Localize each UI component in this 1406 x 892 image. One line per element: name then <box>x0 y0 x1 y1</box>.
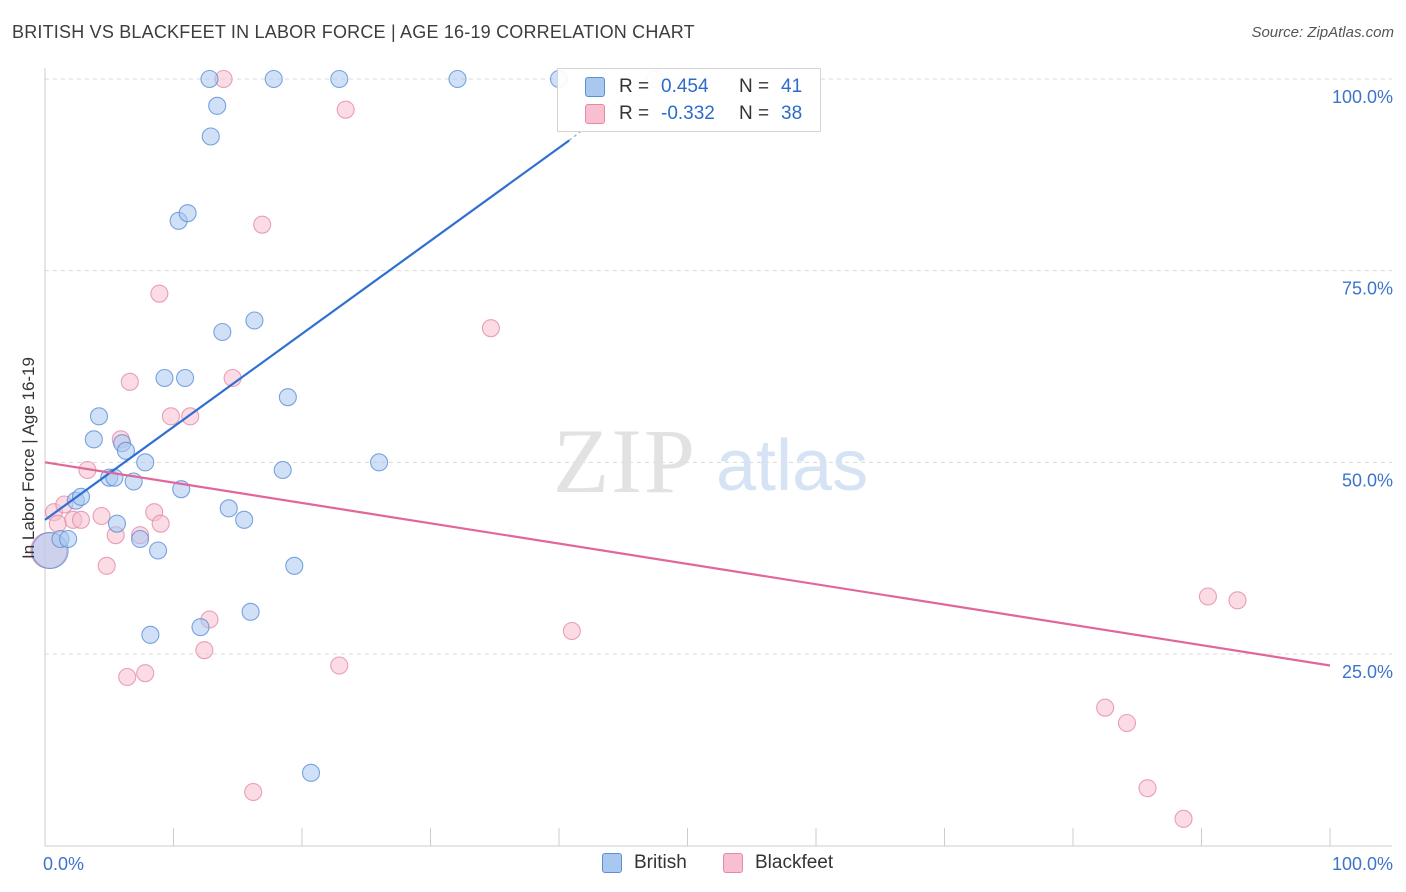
british-point <box>149 541 168 560</box>
british-point <box>131 529 150 549</box>
stats-legend: R = 0.454 N = 41 R = -0.332 N = 38 <box>557 68 821 132</box>
y-tick-label: 75.0% <box>1342 279 1393 299</box>
series-legend: British Blackfeet <box>0 852 1406 876</box>
blackfeet-point <box>1117 713 1137 733</box>
british-point <box>264 69 283 89</box>
british-point <box>116 441 136 460</box>
blackfeet-point <box>92 506 111 526</box>
blackfeet-point <box>151 514 170 533</box>
blackfeet-point <box>71 510 91 529</box>
legend-r-label: R = <box>619 103 650 124</box>
blackfeet-point <box>161 407 180 426</box>
legend-n-label: N = <box>739 103 770 124</box>
british-point <box>245 311 264 330</box>
legend-n-value: 38 <box>781 103 803 124</box>
y-tick-label: 50.0% <box>1342 470 1393 490</box>
legend-n-value: 41 <box>781 76 803 97</box>
watermark-atlas: atlas <box>716 426 868 506</box>
blackfeet-point <box>244 782 263 802</box>
british-point <box>285 556 304 575</box>
british-point <box>370 453 389 472</box>
legend-item-british[interactable]: British <box>602 852 687 874</box>
blackfeet-point <box>1096 698 1115 717</box>
blackfeet-point <box>150 284 169 303</box>
legend-label-blackfeet: Blackfeet <box>755 852 834 873</box>
y-tick-label: 25.0% <box>1342 662 1393 682</box>
british-point <box>278 388 297 407</box>
british-point <box>448 69 467 89</box>
british-point <box>235 510 254 529</box>
blackfeet-point <box>1174 809 1193 828</box>
british-point <box>213 322 232 342</box>
blackfeet-point <box>336 100 355 119</box>
british-point <box>330 69 349 89</box>
x-tick-label-max: 100.0% <box>1332 854 1393 874</box>
british-point <box>201 127 220 146</box>
blackfeet-point <box>48 514 67 533</box>
british-point <box>59 529 78 549</box>
blackfeet-legend-swatch <box>723 853 743 873</box>
british-point <box>89 407 109 426</box>
british-point <box>301 763 321 782</box>
legend-item-blackfeet[interactable]: Blackfeet <box>723 852 833 874</box>
legend-r-label: R = <box>619 76 650 97</box>
legend-row-blackfeet: R = -0.332 N = 38 <box>558 100 802 128</box>
british-point <box>155 368 174 388</box>
british-point <box>176 368 195 388</box>
legend-r-value: 0.454 <box>661 76 709 97</box>
blackfeet-point <box>1228 591 1247 610</box>
legend-label-british: British <box>634 852 687 873</box>
legend-r-value: -0.332 <box>661 103 715 124</box>
legend-row-british: R = 0.454 N = 41 <box>558 73 802 101</box>
blackfeet-point <box>1198 587 1217 606</box>
blackfeet-point <box>481 319 500 338</box>
blackfeet-point <box>253 215 272 234</box>
british-point <box>208 96 227 115</box>
blackfeet-point <box>97 556 116 575</box>
watermark-zip: ZIP <box>553 410 697 512</box>
british-point <box>219 499 238 518</box>
blackfeet-swatch <box>585 104 605 124</box>
british-point <box>178 204 197 223</box>
y-tick-label: 100.0% <box>1332 87 1393 107</box>
british-point <box>200 69 219 89</box>
blackfeet-point <box>562 621 581 641</box>
british-point <box>71 487 91 506</box>
british-trend-line <box>44 139 570 521</box>
blackfeet-point <box>120 372 139 391</box>
british-legend-swatch <box>602 853 622 873</box>
british-point <box>241 602 260 621</box>
blackfeet-trend-line <box>44 461 1331 667</box>
x-tick-label-min: 0.0% <box>43 854 84 874</box>
british-point <box>107 514 127 533</box>
british-point <box>141 625 160 644</box>
blackfeet-point <box>136 664 155 683</box>
y-axis-label: In Labor Force | Age 16-19 <box>19 357 38 559</box>
british-point <box>84 430 103 449</box>
blackfeet-point <box>330 656 349 675</box>
blackfeet-point <box>195 641 214 660</box>
british-point <box>136 453 155 472</box>
source-label: Source: ZipAtlas.com <box>1251 24 1394 41</box>
british-point <box>273 460 292 480</box>
chart-title: BRITISH VS BLACKFEET IN LABOR FORCE | AG… <box>12 22 695 42</box>
legend-n-label: N = <box>739 76 770 97</box>
blackfeet-point <box>1138 779 1157 798</box>
british-point <box>191 618 210 637</box>
blackfeet-point <box>118 667 137 687</box>
british-swatch <box>585 77 605 97</box>
